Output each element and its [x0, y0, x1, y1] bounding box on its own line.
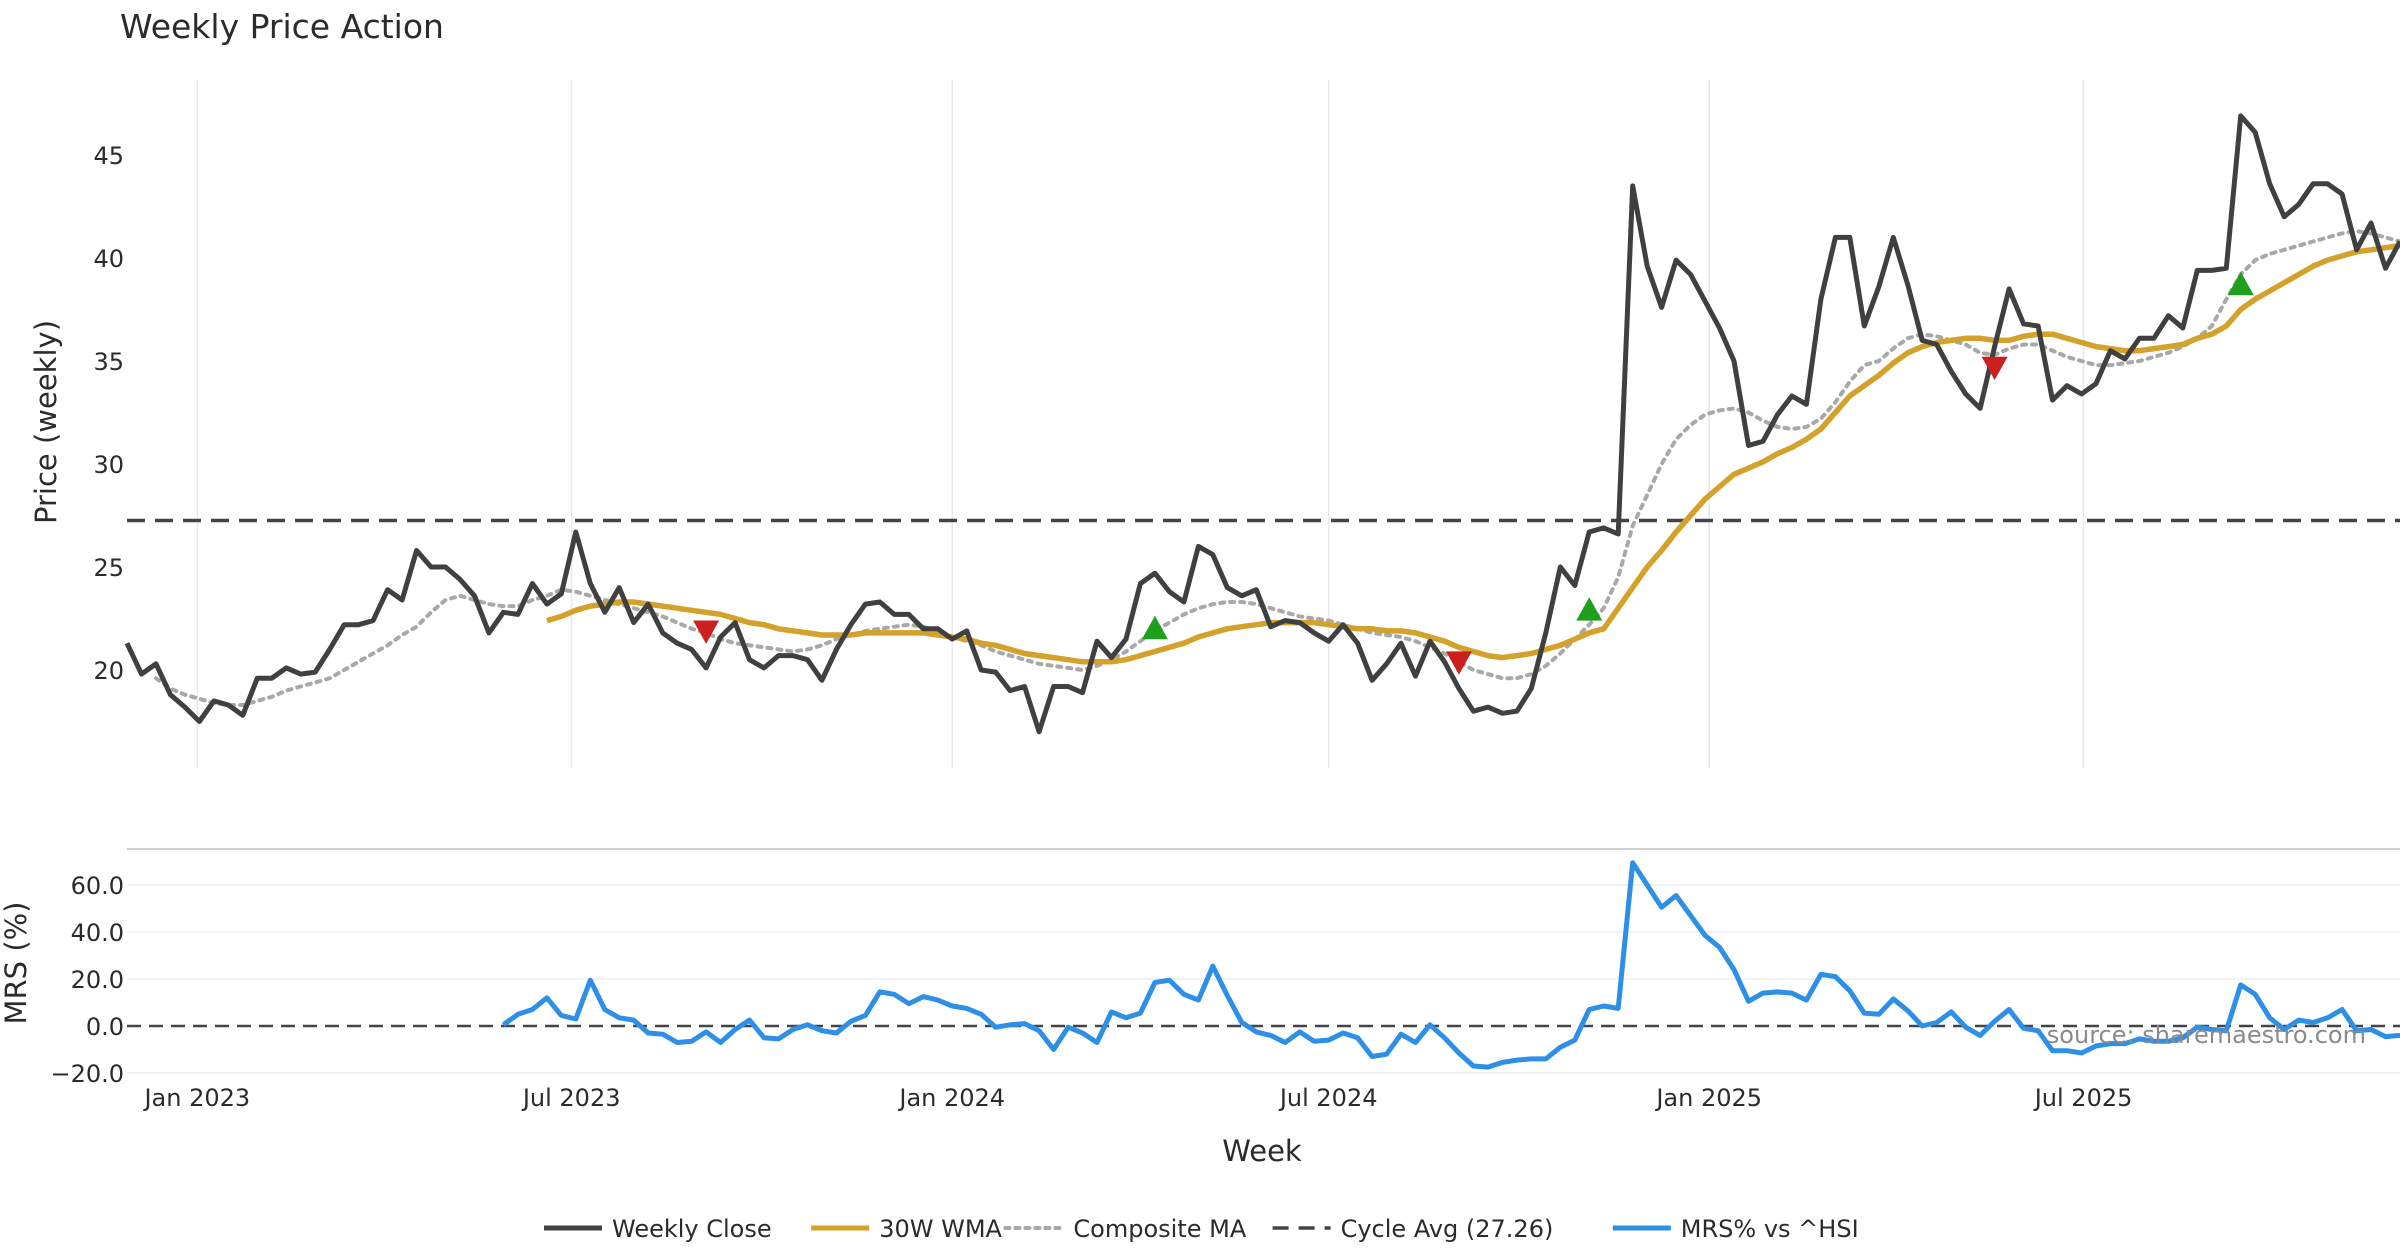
source-credit: source: sharemaestro.com: [2047, 1021, 2366, 1049]
top-panel-y-axis-label: Price (weekly): [29, 320, 63, 524]
x-axis-label: Week: [1222, 1134, 1302, 1168]
x-tick-label: Jul 2024: [1278, 1084, 1378, 1112]
bottom-y-tick-label: 20.0: [71, 966, 124, 994]
legend-label-2: Composite MA: [1073, 1215, 1246, 1243]
composite-ma-line: [154, 229, 2400, 707]
x-axis-ticks: Jan 2023 Jul 2023 Jan 2024 Jul 2024 Jan 2025…: [142, 1084, 2132, 1112]
top-y-tick-label: 45: [93, 142, 124, 170]
top-panel-y-ticks: 20 25 30 35 40 45: [93, 142, 124, 685]
bottom-panel-y-axis-label: MRS (%): [0, 902, 33, 1025]
wma-30w-line: [546, 242, 2400, 665]
bottom-y-tick-label: −20.0: [50, 1060, 124, 1088]
x-tick-label: Jul 2023: [521, 1084, 621, 1112]
x-tick-label: Jul 2025: [2033, 1084, 2133, 1112]
buy-marker-1: [1141, 615, 1168, 640]
top-panel-grid: [196, 80, 2085, 768]
sell-marker-0: [693, 620, 720, 644]
bottom-y-tick-label: 40.0: [71, 919, 124, 947]
top-y-tick-label: 35: [93, 348, 124, 376]
signal-markers: [693, 271, 2254, 675]
top-y-tick-label: 40: [93, 245, 124, 273]
buy-marker-3: [1576, 597, 1603, 621]
sell-marker-2: [1445, 651, 1472, 675]
chart-legend: Weekly Close 30W WMA Composite MA Cycle Avg…: [544, 1215, 1859, 1243]
legend-label-1: 30W WMA: [879, 1215, 1002, 1243]
sell-marker-4: [1981, 356, 2008, 381]
chart-title: Weekly Price Action: [120, 7, 444, 46]
bottom-panel-y-ticks: −20.0 0.0 20.0 40.0 60.0: [50, 872, 124, 1088]
top-y-tick-label: 30: [93, 451, 124, 479]
mrs-line: [501, 860, 2400, 1070]
top-y-tick-label: 20: [93, 657, 124, 685]
x-tick-label: Jan 2023: [142, 1084, 250, 1112]
top-y-tick-label: 25: [93, 554, 124, 582]
bottom-y-tick-label: 0.0: [86, 1013, 124, 1041]
legend-label-4: MRS% vs ^HSI: [1681, 1215, 1859, 1243]
weekly-close-line: [124, 113, 2400, 735]
legend-label-0: Weekly Close: [612, 1215, 772, 1243]
x-tick-label: Jan 2024: [897, 1084, 1005, 1112]
x-tick-label: Jan 2025: [1654, 1084, 1762, 1112]
bottom-y-tick-label: 60.0: [71, 872, 124, 900]
legend-label-3: Cycle Avg (27.26): [1341, 1215, 1554, 1243]
buy-marker-5: [2227, 271, 2254, 296]
bottom-panel-grid: [127, 884, 2400, 1074]
